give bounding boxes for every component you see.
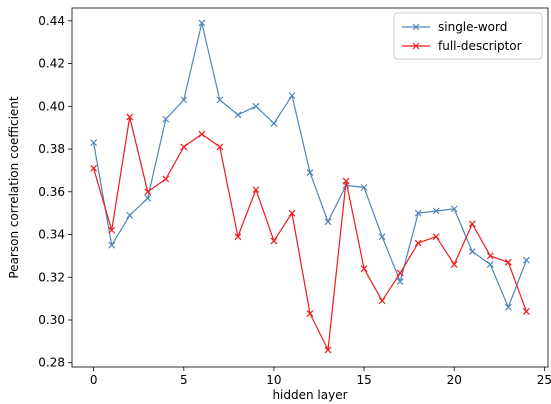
series-line-single-word bbox=[93, 22, 527, 308]
data-point-single-word bbox=[432, 207, 440, 215]
data-point-single-word bbox=[252, 102, 260, 110]
data-point-single-word bbox=[126, 211, 134, 219]
legend-item-full-descriptor: full-descriptor bbox=[402, 39, 522, 53]
legend-box bbox=[393, 12, 543, 60]
legend: single-word full-descriptor bbox=[393, 12, 543, 60]
legend-marker-full-descriptor bbox=[412, 42, 420, 50]
legend-item-single-word: single-word bbox=[402, 20, 507, 34]
y-tick-label: 0.34 bbox=[38, 228, 65, 242]
plot-border bbox=[71, 7, 549, 368]
y-tick-label: 0.42 bbox=[38, 57, 65, 71]
data-point-full-descriptor bbox=[144, 188, 152, 196]
data-point-full-descriptor bbox=[216, 143, 224, 151]
data-point-single-word bbox=[234, 111, 242, 119]
y-axis-label: Pearson correlation coefficient bbox=[7, 96, 21, 279]
data-point-single-word bbox=[108, 241, 116, 249]
data-point-full-descriptor bbox=[396, 269, 404, 277]
x-tick-label: 15 bbox=[356, 373, 371, 387]
data-point-full-descriptor bbox=[360, 265, 368, 273]
y-axis: 0.28 0.30 0.32 0.34 0.36 0.38 0.40 0.42 0.44 bbox=[38, 14, 72, 370]
data-point-full-descriptor bbox=[198, 130, 206, 138]
y-tick-label: 0.28 bbox=[38, 356, 65, 370]
series-layer bbox=[90, 19, 530, 354]
data-point-single-word bbox=[414, 209, 422, 217]
data-point-full-descriptor bbox=[432, 233, 440, 241]
data-point-single-word bbox=[360, 184, 368, 191]
data-point-full-descriptor bbox=[378, 297, 386, 305]
x-tick-label: 5 bbox=[180, 373, 188, 387]
data-point-single-word bbox=[198, 19, 206, 27]
series-single-word bbox=[90, 19, 530, 311]
data-point-full-descriptor bbox=[468, 220, 476, 228]
plot-area bbox=[71, 7, 549, 368]
data-point-full-descriptor bbox=[288, 209, 296, 217]
data-point-full-descriptor bbox=[504, 258, 512, 266]
data-point-full-descriptor bbox=[414, 239, 422, 247]
x-tick-label: 20 bbox=[447, 373, 462, 387]
data-point-single-word bbox=[144, 194, 152, 202]
y-tick-label: 0.36 bbox=[38, 185, 65, 199]
data-point-single-word bbox=[288, 92, 296, 100]
data-point-full-descriptor bbox=[180, 143, 188, 151]
x-tick-label: 25 bbox=[537, 373, 551, 387]
data-point-single-word bbox=[522, 256, 530, 264]
y-tick-label: 0.30 bbox=[38, 313, 65, 327]
data-point-full-descriptor bbox=[486, 252, 494, 260]
legend-label: single-word bbox=[438, 20, 507, 34]
data-point-single-word bbox=[162, 115, 170, 123]
series-full-descriptor bbox=[90, 113, 530, 354]
data-point-single-word bbox=[396, 278, 404, 285]
data-point-single-word bbox=[324, 218, 332, 226]
data-point-single-word bbox=[90, 139, 98, 147]
y-tick-label: 0.40 bbox=[38, 99, 65, 113]
data-point-full-descriptor bbox=[162, 175, 170, 183]
x-tick-label: 10 bbox=[266, 373, 281, 387]
data-point-single-word bbox=[270, 119, 278, 127]
data-point-full-descriptor bbox=[234, 233, 242, 241]
data-point-single-word bbox=[486, 261, 494, 268]
x-axis-label: hidden layer bbox=[272, 388, 347, 402]
data-point-single-word bbox=[216, 96, 224, 104]
x-tick-label: 0 bbox=[90, 373, 98, 387]
data-point-single-word bbox=[378, 233, 386, 241]
data-point-single-word bbox=[504, 303, 512, 311]
data-point-single-word bbox=[306, 169, 314, 176]
data-point-full-descriptor bbox=[252, 186, 260, 194]
data-point-full-descriptor bbox=[126, 113, 134, 121]
data-point-full-descriptor bbox=[270, 237, 278, 245]
legend-label: full-descriptor bbox=[438, 39, 522, 53]
data-point-single-word bbox=[468, 248, 476, 256]
x-axis: 0 5 10 15 20 25 bbox=[90, 367, 551, 387]
data-point-full-descriptor bbox=[324, 346, 332, 354]
y-tick-label: 0.32 bbox=[38, 270, 65, 284]
data-point-full-descriptor bbox=[90, 164, 98, 172]
legend-marker-single-word bbox=[412, 23, 420, 31]
data-point-full-descriptor bbox=[522, 308, 530, 315]
data-point-full-descriptor bbox=[450, 261, 458, 268]
y-tick-label: 0.44 bbox=[38, 14, 65, 28]
data-point-single-word bbox=[450, 205, 458, 213]
data-point-full-descriptor bbox=[108, 226, 116, 234]
data-point-single-word bbox=[180, 96, 188, 104]
data-point-full-descriptor bbox=[306, 310, 314, 318]
data-point-full-descriptor bbox=[342, 177, 350, 185]
y-tick-label: 0.38 bbox=[38, 142, 65, 156]
